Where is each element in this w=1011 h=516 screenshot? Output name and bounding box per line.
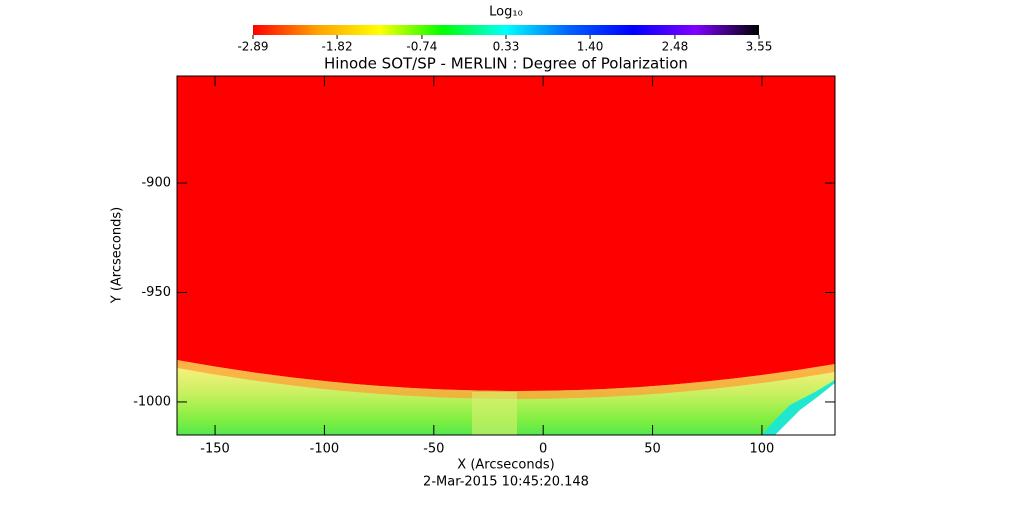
y-tick-label: -950 xyxy=(141,285,171,300)
colorbar xyxy=(253,25,759,35)
plot-frame xyxy=(176,75,836,436)
x-tick-label: 50 xyxy=(644,442,661,457)
colorbar-tick-label: 0.33 xyxy=(493,40,520,54)
x-tick-label: -50 xyxy=(423,442,444,457)
y-axis-label: Y (Arcseconds) xyxy=(110,207,125,304)
colorbar-tick-label: -0.74 xyxy=(406,40,437,54)
y-tick-label: -1000 xyxy=(133,394,171,409)
colorbar-tick-label: 3.55 xyxy=(746,40,773,54)
subtitle: 2-Mar-2015 10:45:20.148 xyxy=(423,475,589,490)
colorbar-tick-label: 2.48 xyxy=(662,40,689,54)
x-tick-label: -150 xyxy=(200,442,230,457)
x-tick-label: -100 xyxy=(310,442,340,457)
y-tick-label: -900 xyxy=(141,176,171,191)
colorbar-tick-label: -1.82 xyxy=(322,40,353,54)
x-tick-label: 100 xyxy=(750,442,775,457)
colorbar-tick-label: 1.40 xyxy=(577,40,604,54)
solar-image xyxy=(177,76,835,435)
x-tick-label: 0 xyxy=(539,442,547,457)
x-axis-label: X (Arcseconds) xyxy=(457,458,554,473)
colorbar-tick-label: -2.89 xyxy=(237,40,268,54)
colorbar-title: Log₁₀ xyxy=(489,5,523,20)
chart-title: Hinode SOT/SP - MERLIN : Degree of Polar… xyxy=(324,55,688,73)
